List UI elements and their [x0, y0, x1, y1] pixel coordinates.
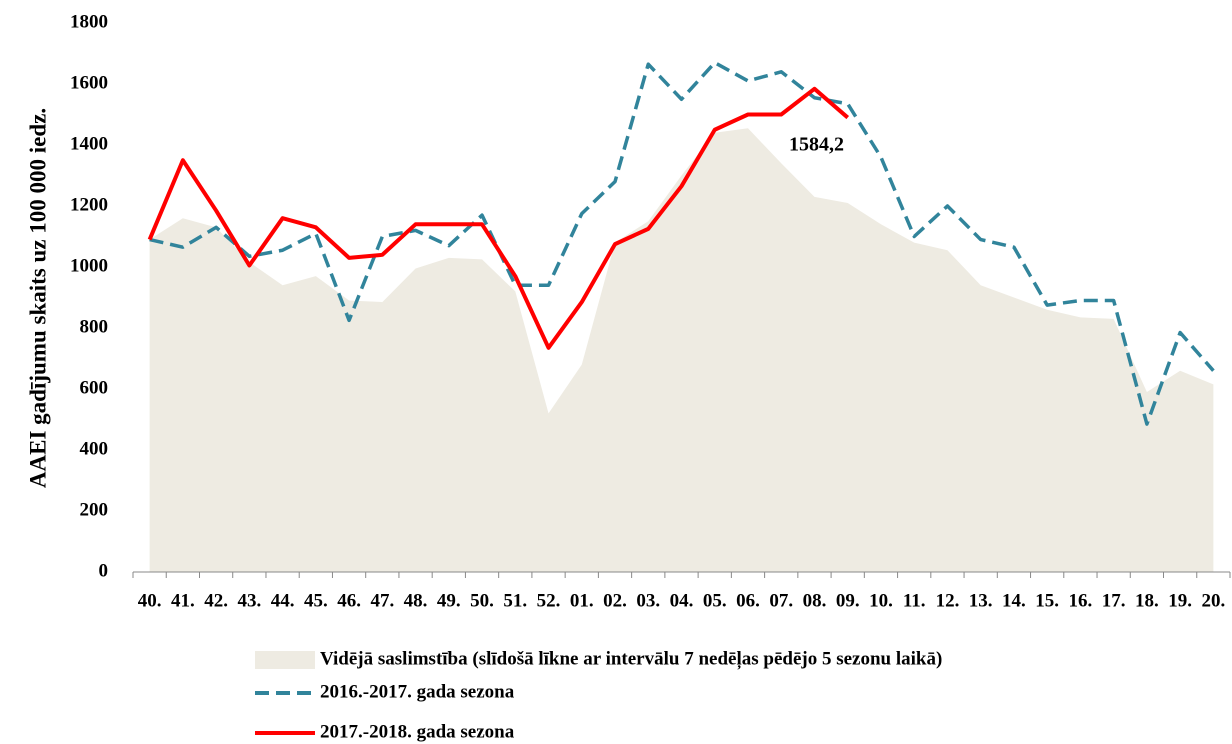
x-tick-label: 16.	[1069, 590, 1093, 611]
x-tick-label: 49.	[437, 590, 461, 611]
x-tick-label: 08.	[803, 590, 827, 611]
y-tick-label: 1800	[70, 11, 108, 32]
y-axis-label: AAEI gadījumu skaits uz 100 000 iedz.	[25, 108, 50, 488]
x-tick-label: 09.	[836, 590, 860, 611]
x-tick-label: 42.	[204, 590, 228, 611]
line	[149, 60, 1215, 426]
data-label: 1584,2	[789, 133, 844, 155]
x-tick-label: 48.	[404, 590, 428, 611]
legend-swatch	[255, 651, 315, 669]
y-tick-label: 600	[80, 377, 109, 398]
x-tick-label: 05.	[703, 590, 727, 611]
x-tick-label: 46.	[337, 590, 361, 611]
x-tick-label: 43.	[237, 590, 261, 611]
x-tick-label: 51.	[503, 590, 527, 611]
x-tick-label: 07.	[769, 590, 793, 611]
y-tick-label: 0	[99, 560, 109, 581]
x-tick-label: 11.	[903, 590, 926, 611]
x-tick-label: 20.	[1202, 590, 1226, 611]
x-tick-label: 18.	[1135, 590, 1159, 611]
y-tick-label: 1600	[70, 72, 108, 93]
x-tick-label: 40.	[138, 590, 162, 611]
x-tick-label: 41.	[171, 590, 195, 611]
legend-label: Vidējā saslimstība (slīdošā līkne ar int…	[320, 648, 942, 669]
legend-label: 2016.-2017. gada sezona	[320, 681, 515, 702]
x-tick-label: 10.	[869, 590, 893, 611]
x-tick-label: 14.	[1002, 590, 1026, 611]
x-tick-label: 52.	[537, 590, 561, 611]
x-tick-label: 44.	[271, 590, 295, 611]
x-tick-label: 01.	[570, 590, 594, 611]
x-tick-label: 45.	[304, 590, 328, 611]
area	[149, 128, 1214, 572]
x-tick-label: 12.	[936, 590, 960, 611]
x-tick-label: 02.	[603, 590, 627, 611]
x-tick-label: 04.	[670, 590, 694, 611]
x-tick-label: 06.	[736, 590, 760, 611]
y-tick-label: 1400	[70, 133, 108, 154]
x-tick-label: 17.	[1102, 590, 1126, 611]
x-tick-label: 47.	[370, 590, 394, 611]
line	[147, 86, 850, 350]
y-tick-label: 1200	[70, 194, 108, 215]
x-tick-label: 50.	[470, 590, 494, 611]
x-tick-label: 19.	[1168, 590, 1192, 611]
x-tick-label: 15.	[1035, 590, 1059, 611]
x-tick-label: 13.	[969, 590, 993, 611]
x-tick-label: 03.	[636, 590, 660, 611]
y-tick-label: 800	[80, 316, 109, 337]
y-tick-label: 200	[80, 499, 109, 520]
legend-label: 2017.-2018. gada sezona	[320, 721, 515, 742]
y-tick-label: 1000	[70, 255, 108, 276]
y-tick-label: 400	[80, 438, 109, 459]
